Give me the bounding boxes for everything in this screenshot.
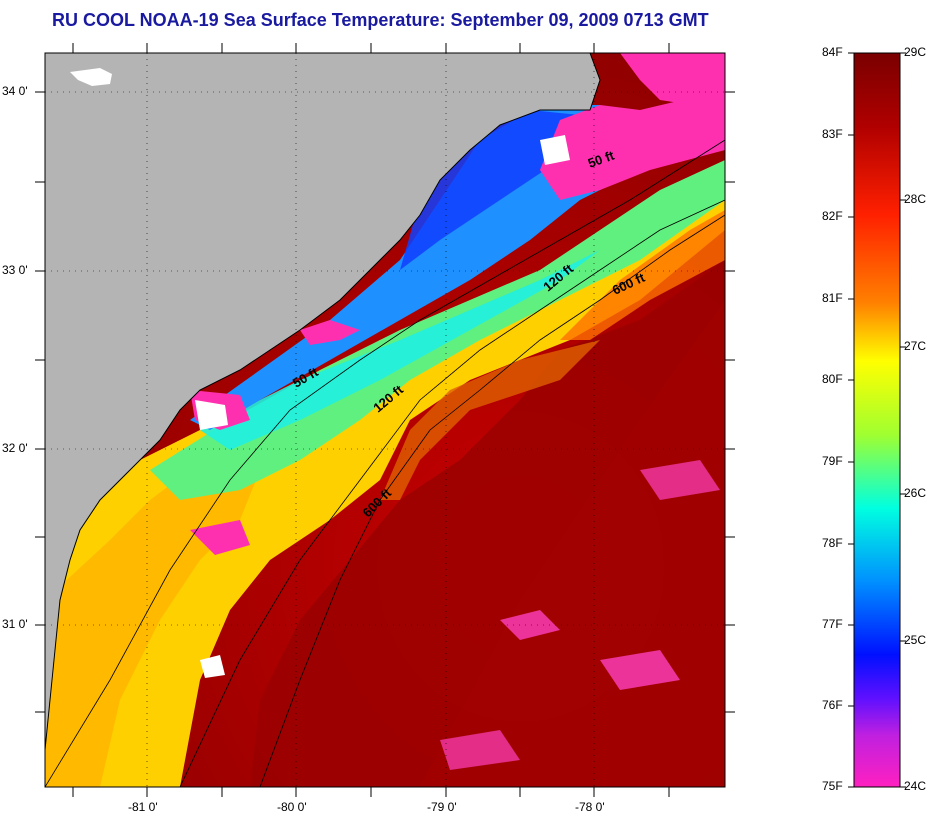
isobath-50ft (45, 139, 725, 787)
lat-label-31: 31 0' (2, 617, 28, 631)
cb-f-81: 81F (822, 291, 843, 305)
colorbar (853, 52, 901, 788)
map-frame (44, 52, 726, 788)
isobath-120ft (179, 199, 725, 787)
cb-f-77: 77F (822, 617, 843, 631)
lon-label-81: -81 0' (128, 800, 158, 814)
shelf-water-warm (45, 170, 725, 787)
cb-f-78: 78F (822, 536, 843, 550)
cb-f-82: 82F (822, 209, 843, 223)
coastline (45, 53, 601, 751)
cb-f-84: 84F (822, 45, 843, 59)
lon-label-79: -79 0' (427, 800, 457, 814)
cb-c-24: 24C (904, 779, 927, 793)
cb-c-28: 28C (904, 192, 927, 206)
cb-f-76: 76F (822, 698, 843, 712)
cloud-patch-ne (540, 90, 725, 200)
cb-f-80: 80F (822, 372, 843, 386)
cb-f-75: 75F (822, 779, 843, 793)
lat-label-32: 32 0' (2, 441, 28, 455)
nearshore-cool-water (190, 105, 640, 430)
lat-ticks (35, 91, 735, 713)
lon-label-78: -78 0' (575, 800, 605, 814)
cb-c-26: 26C (904, 486, 927, 500)
lon-ticks (72, 43, 670, 797)
cb-c-29: 29C (904, 45, 927, 59)
land (45, 53, 600, 787)
graticule (45, 53, 725, 787)
lon-label-80: -80 0' (277, 800, 307, 814)
cb-c-27: 27C (904, 339, 927, 353)
cb-f-83: 83F (822, 127, 843, 141)
cb-c-25: 25C (904, 633, 927, 647)
colorbar-ticks (848, 52, 906, 788)
map-title: RU COOL NOAA-19 Sea Surface Temperature:… (52, 10, 709, 30)
isobath-600ft (259, 214, 725, 787)
lat-label-34: 34 0' (2, 84, 28, 98)
lat-label-33: 33 0' (2, 263, 28, 277)
cb-f-79: 79F (822, 454, 843, 468)
